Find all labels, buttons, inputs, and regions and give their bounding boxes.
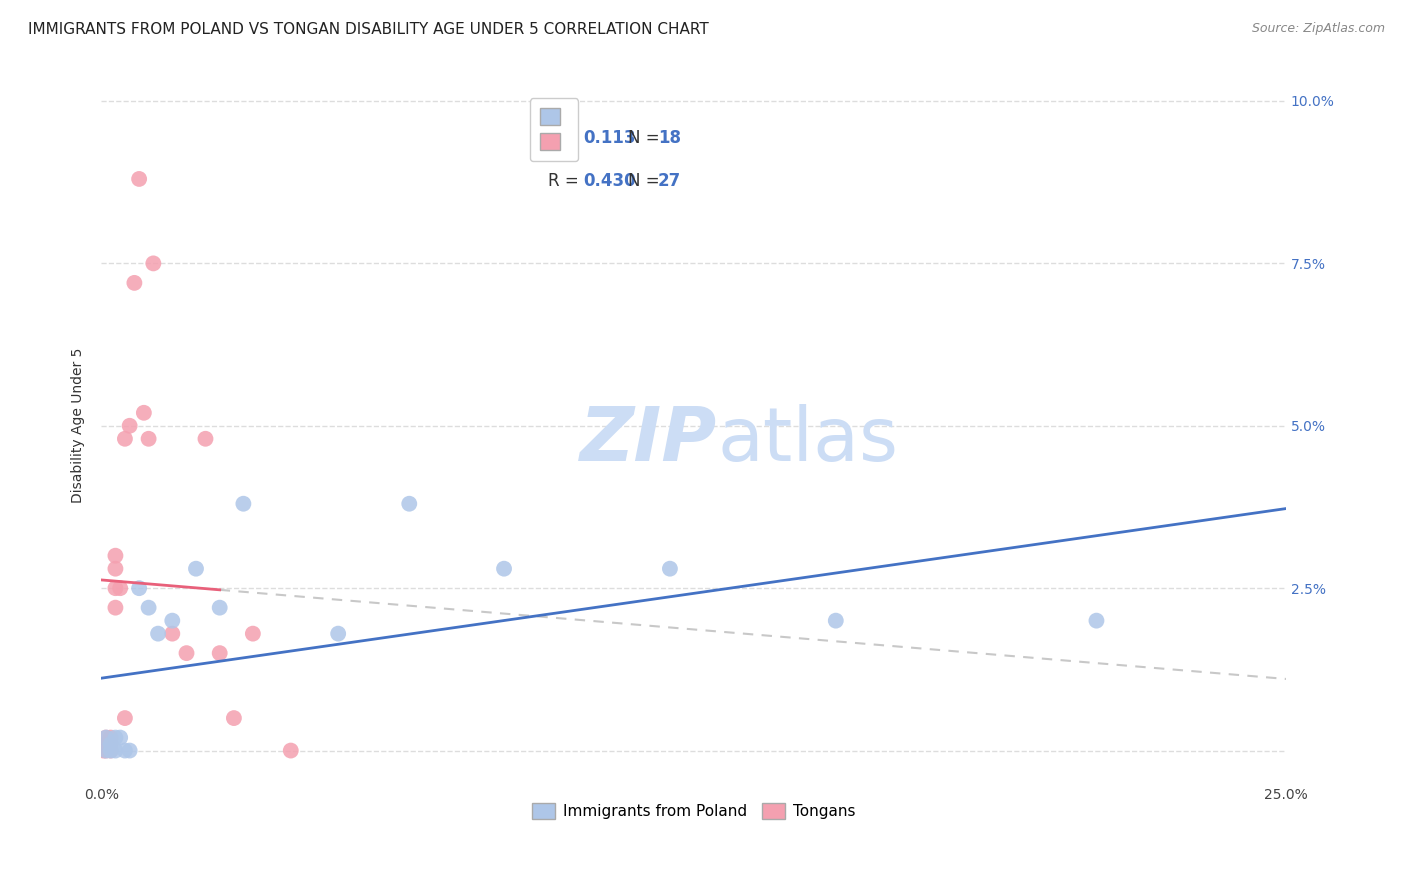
Point: [94, 731, 117, 745]
Point: [146, 626, 169, 640]
Point: [100, 731, 122, 745]
Text: 27: 27: [658, 172, 682, 190]
Point: [138, 600, 160, 615]
Point: [114, 743, 136, 757]
Text: N =: N =: [628, 129, 665, 147]
Point: [128, 581, 150, 595]
Point: [100, 743, 122, 757]
Text: N =: N =: [628, 172, 665, 190]
Point: [176, 646, 198, 660]
Y-axis label: Disability Age Under 5: Disability Age Under 5: [72, 348, 86, 503]
Text: 0.430: 0.430: [583, 172, 636, 190]
Text: IMMIGRANTS FROM POLAND VS TONGAN DISABILITY AGE UNDER 5 CORRELATION CHART: IMMIGRANTS FROM POLAND VS TONGAN DISABIL…: [28, 22, 709, 37]
Point: [132, 406, 155, 420]
Point: [114, 711, 136, 725]
Text: 18: 18: [658, 129, 681, 147]
Text: R =: R =: [548, 129, 583, 147]
Point: [114, 432, 136, 446]
Point: [93, 743, 115, 757]
Point: [398, 497, 420, 511]
Point: [184, 562, 207, 576]
Point: [222, 711, 245, 725]
Point: [104, 581, 127, 595]
Point: [824, 614, 846, 628]
Point: [104, 731, 127, 745]
Point: [104, 743, 127, 757]
Point: [328, 626, 350, 640]
Point: [100, 743, 122, 757]
Point: [94, 743, 117, 757]
Point: [94, 731, 117, 745]
Point: [208, 646, 231, 660]
Point: [162, 614, 184, 628]
Point: [208, 600, 231, 615]
Point: [162, 626, 184, 640]
Point: [108, 581, 131, 595]
Text: R =: R =: [548, 172, 583, 190]
Point: [104, 600, 127, 615]
Legend: Immigrants from Poland, Tongans: Immigrants from Poland, Tongans: [526, 797, 862, 825]
Text: 0.113: 0.113: [583, 129, 636, 147]
Point: [100, 737, 122, 751]
Point: [104, 549, 127, 563]
Text: atlas: atlas: [717, 403, 898, 476]
Point: [242, 626, 264, 640]
Point: [128, 172, 150, 186]
Point: [104, 562, 127, 576]
Point: [94, 737, 117, 751]
Point: [492, 562, 515, 576]
Point: [142, 256, 165, 270]
Text: ZIP: ZIP: [581, 403, 717, 476]
Text: Source: ZipAtlas.com: Source: ZipAtlas.com: [1251, 22, 1385, 36]
Point: [280, 743, 302, 757]
Point: [124, 276, 146, 290]
Point: [658, 562, 681, 576]
Point: [232, 497, 254, 511]
Point: [100, 737, 122, 751]
Point: [1085, 614, 1108, 628]
Point: [94, 743, 117, 757]
Point: [108, 731, 131, 745]
Point: [138, 432, 160, 446]
Point: [194, 432, 217, 446]
Point: [118, 418, 141, 433]
Point: [118, 743, 141, 757]
